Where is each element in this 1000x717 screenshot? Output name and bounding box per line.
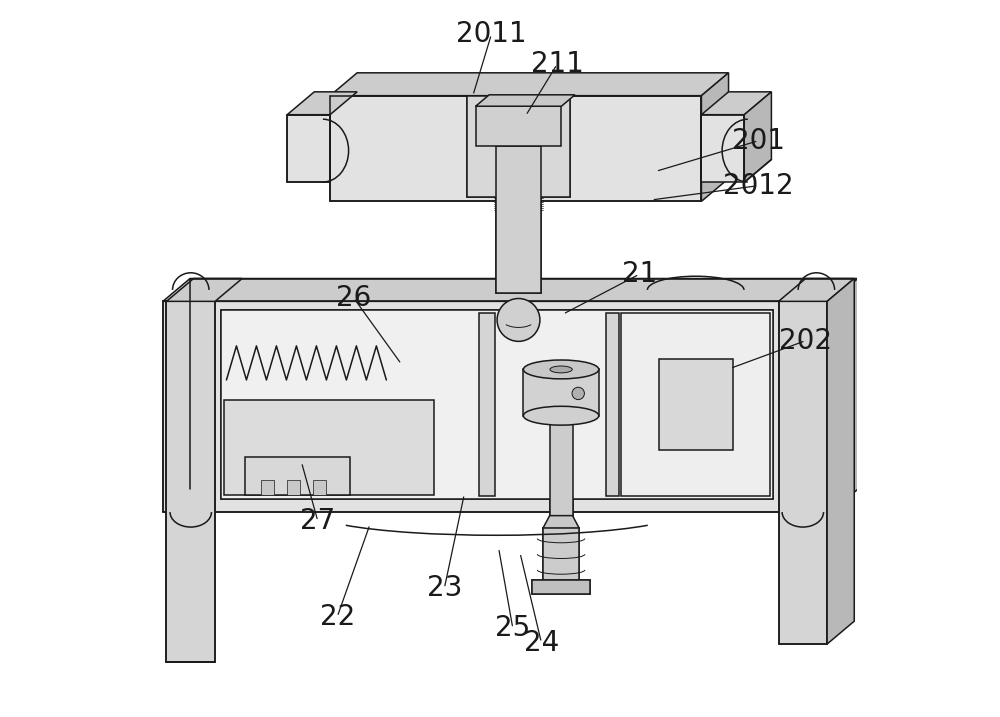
Text: 25: 25 — [495, 614, 530, 642]
Text: 2012: 2012 — [723, 171, 794, 199]
Text: 22: 22 — [320, 603, 355, 631]
Polygon shape — [467, 95, 570, 197]
Polygon shape — [496, 146, 541, 293]
Polygon shape — [330, 95, 701, 201]
Polygon shape — [287, 92, 357, 115]
Ellipse shape — [523, 360, 599, 379]
Polygon shape — [701, 92, 771, 115]
Polygon shape — [163, 278, 858, 301]
Polygon shape — [543, 516, 579, 528]
Polygon shape — [261, 480, 274, 495]
Text: 211: 211 — [531, 50, 584, 78]
Text: 202: 202 — [779, 327, 832, 355]
Polygon shape — [330, 73, 729, 95]
Text: 24: 24 — [524, 629, 559, 657]
Polygon shape — [621, 313, 770, 496]
Polygon shape — [779, 301, 827, 644]
Polygon shape — [163, 301, 831, 512]
Polygon shape — [701, 73, 729, 201]
Polygon shape — [550, 416, 573, 516]
Polygon shape — [287, 115, 330, 182]
Text: 26: 26 — [336, 284, 371, 312]
Polygon shape — [543, 528, 579, 580]
Text: 201: 201 — [732, 127, 785, 155]
Text: 21: 21 — [622, 260, 657, 288]
Text: 2011: 2011 — [456, 20, 527, 48]
Polygon shape — [221, 310, 773, 499]
Polygon shape — [313, 480, 326, 495]
Polygon shape — [744, 92, 771, 182]
Polygon shape — [779, 278, 854, 301]
Ellipse shape — [550, 366, 572, 373]
Circle shape — [572, 387, 584, 399]
Polygon shape — [827, 278, 854, 644]
Polygon shape — [479, 313, 495, 496]
Polygon shape — [606, 313, 619, 496]
Circle shape — [497, 298, 540, 341]
Polygon shape — [831, 278, 858, 512]
Polygon shape — [476, 95, 575, 106]
Polygon shape — [659, 358, 733, 450]
Ellipse shape — [523, 407, 599, 425]
Polygon shape — [532, 580, 590, 594]
Polygon shape — [166, 301, 215, 662]
Polygon shape — [224, 400, 434, 495]
Polygon shape — [701, 115, 744, 182]
Text: 23: 23 — [427, 574, 462, 602]
Polygon shape — [287, 480, 300, 495]
Text: 27: 27 — [300, 508, 335, 536]
Polygon shape — [523, 369, 599, 416]
Polygon shape — [166, 278, 242, 301]
Polygon shape — [476, 106, 561, 146]
Polygon shape — [245, 457, 350, 495]
